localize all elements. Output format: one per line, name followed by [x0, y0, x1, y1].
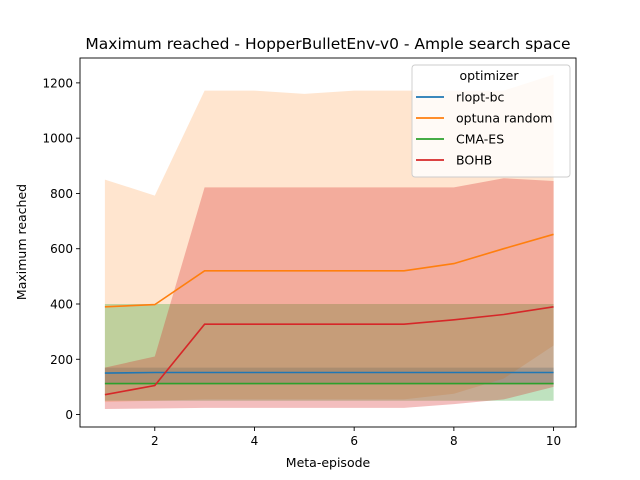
line-bohb: [104, 306, 554, 396]
y-tick-label: 400: [50, 298, 73, 312]
y-tick-label: 0: [65, 408, 73, 422]
y-tick-label: 1000: [42, 132, 73, 146]
legend-label-bohb: BOHB: [456, 153, 492, 168]
legend-label-optuna-random: optuna random: [456, 111, 552, 126]
band-cma-es: [104, 304, 554, 401]
series-lines: [104, 233, 554, 396]
y-tick-label: 600: [50, 242, 73, 256]
x-axis: 2 4 6 8 10: [151, 427, 561, 448]
x-tick-label: 4: [251, 434, 259, 448]
legend-label-cma-es: CMA-ES: [456, 132, 504, 147]
y-axis: 0 200 400 600 800 1000 1200: [42, 76, 80, 422]
plot-frame: [79, 57, 577, 428]
x-axis-label: Meta-episode: [286, 455, 371, 470]
x-tick-label: 10: [546, 434, 561, 448]
y-tick-label: 1200: [42, 76, 73, 90]
band-bohb: [104, 178, 554, 409]
x-tick-label: 6: [350, 434, 358, 448]
x-tick-label: 8: [450, 434, 458, 448]
legend: optimizer rlopt-bc optuna random CMA-ES BOHB: [411, 64, 571, 178]
line-rlopt-bc: [104, 371, 554, 374]
x-tick-label: 2: [151, 434, 159, 448]
chart-title: Maximum reached - HopperBulletEnv-v0 - A…: [85, 35, 570, 53]
legend-label-rlopt-bc: rlopt-bc: [456, 90, 505, 105]
legend-box: [411, 64, 571, 178]
line-optuna-random: [104, 233, 554, 308]
y-tick-label: 800: [50, 187, 73, 201]
legend-title: optimizer: [460, 68, 520, 83]
y-tick-label: 200: [50, 353, 73, 367]
y-axis-label: Maximum reached: [14, 184, 29, 300]
